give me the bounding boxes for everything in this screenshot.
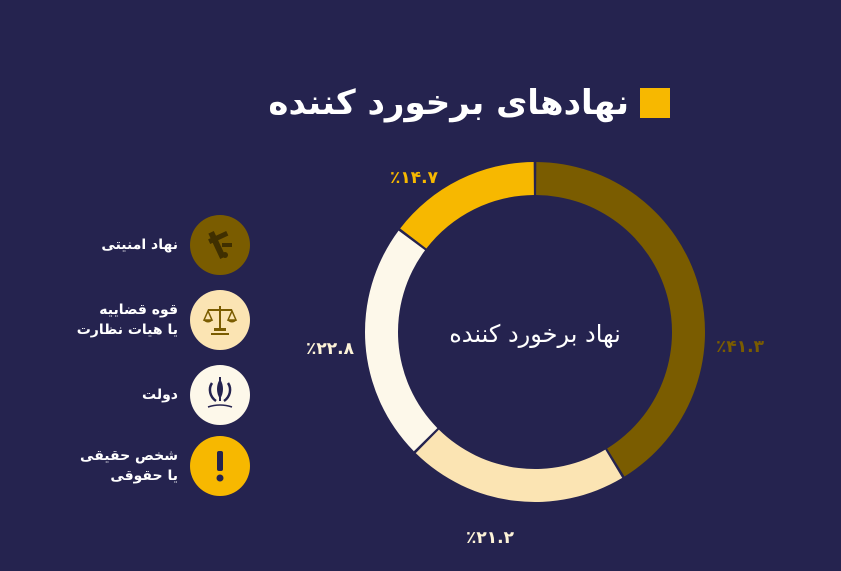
legend-label: قوه قضاییه یا هیات نظارت <box>76 302 178 338</box>
legend-label: دولت <box>142 387 178 403</box>
data-label: ٪۲۲.۸ <box>306 339 355 359</box>
title-accent-square <box>640 88 670 118</box>
page-title: نهادهای برخورد کننده <box>268 83 629 123</box>
security-emblem-icon <box>190 215 250 275</box>
data-label: ٪۲۱.۲ <box>466 528 515 548</box>
donut-slice <box>536 162 706 477</box>
legend-item-person: شخص حقیقی یا حقوقی <box>60 436 250 496</box>
donut-slice <box>365 230 438 452</box>
exclamation-icon <box>190 436 250 496</box>
legend-item-security: نهاد امنیتی <box>60 215 250 275</box>
legend-label: شخص حقیقی یا حقوقی <box>80 448 178 484</box>
legend-label: نهاد امنیتی <box>101 237 178 253</box>
judiciary-scales-icon <box>190 290 250 350</box>
legend-item-government: دولت <box>60 365 250 425</box>
data-label: ٪۱۴.۷ <box>390 168 439 188</box>
legend-item-judiciary: قوه قضاییه یا هیات نظارت <box>60 290 250 350</box>
donut-slice <box>400 162 534 249</box>
data-label: ٪۴۱.۳ <box>716 337 765 357</box>
title-bar: نهادهای برخورد کننده <box>0 78 841 128</box>
government-emblem-icon <box>190 365 250 425</box>
donut-slice <box>415 429 623 503</box>
center-label: نهاد برخورد کننده <box>449 320 621 348</box>
